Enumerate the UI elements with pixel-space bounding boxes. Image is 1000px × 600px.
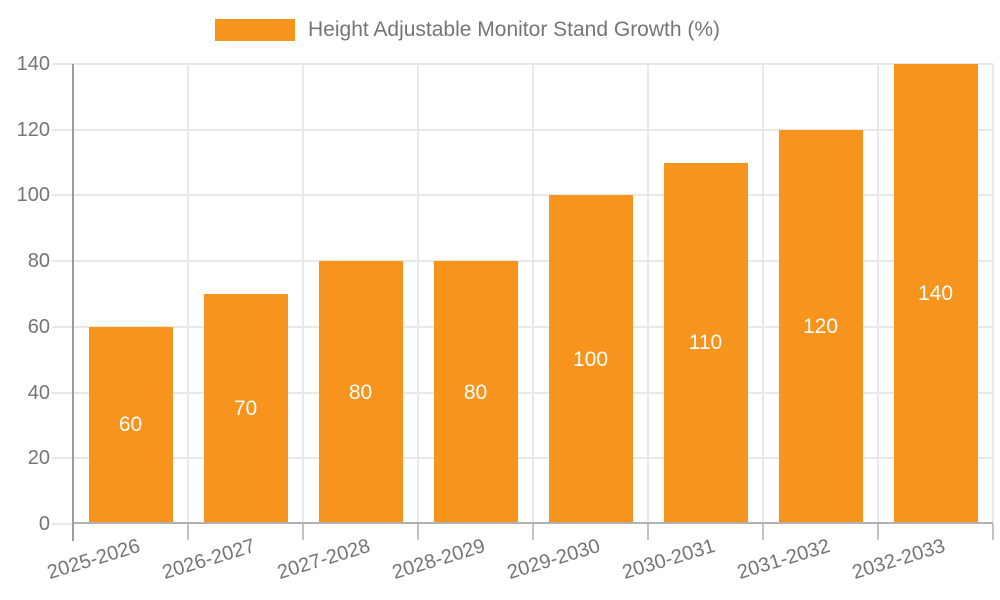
y-tick xyxy=(52,325,73,328)
x-tick xyxy=(992,524,994,540)
y-tick-label: 60 xyxy=(27,315,50,338)
gridline-vertical xyxy=(762,64,764,524)
bar: 120 xyxy=(778,129,863,524)
gridline-vertical xyxy=(417,64,419,524)
chart-legend: Height Adjustable Monitor Stand Growth (… xyxy=(215,18,720,42)
legend-swatch-icon xyxy=(215,19,295,41)
bar: 110 xyxy=(663,162,748,524)
y-tick-label: 100 xyxy=(16,184,50,207)
bar-value-label: 70 xyxy=(233,397,258,420)
bar-value-label: 80 xyxy=(463,380,488,404)
x-tick xyxy=(647,524,649,540)
bar-value-label: 100 xyxy=(572,347,609,371)
bar-value-label: 120 xyxy=(802,314,839,338)
bar: 60 xyxy=(88,326,173,524)
gridline-vertical xyxy=(532,64,534,524)
bar: 70 xyxy=(203,294,288,524)
x-axis-baseline xyxy=(73,522,993,524)
y-tick xyxy=(52,457,73,460)
y-tick xyxy=(52,194,73,197)
y-tick xyxy=(52,260,73,263)
y-tick-label: 140 xyxy=(16,53,50,75)
y-tick xyxy=(52,63,73,65)
y-axis-line xyxy=(72,64,74,541)
bar-value-label: 60 xyxy=(118,413,143,437)
x-tick xyxy=(187,524,189,540)
gridline-vertical xyxy=(302,64,304,524)
gridline-vertical xyxy=(877,64,879,524)
plot-area: 0 20 40 60 80 100 120 140 60 2025-2026 70 2026-2027… xyxy=(17,53,994,584)
y-tick-label: 120 xyxy=(16,118,50,141)
y-tick xyxy=(52,391,73,394)
y-tick xyxy=(52,523,73,525)
legend-label: Height Adjustable Monitor Stand Growth (… xyxy=(308,18,721,41)
y-tick-label: 20 xyxy=(27,447,50,470)
bar: 140 xyxy=(893,64,978,524)
x-tick xyxy=(417,524,419,540)
bar: 80 xyxy=(433,261,518,524)
y-tick-label: 0 xyxy=(38,513,50,535)
y-tick xyxy=(52,128,73,131)
x-tick xyxy=(302,524,304,540)
bar-value-label: 140 xyxy=(917,282,954,305)
bar-value-label: 110 xyxy=(688,331,723,355)
x-tick xyxy=(877,524,879,540)
x-tick xyxy=(762,524,764,540)
bar: 100 xyxy=(548,195,633,524)
bar: 80 xyxy=(318,261,403,524)
y-tick-label: 80 xyxy=(27,250,50,273)
gridline-vertical xyxy=(187,64,189,524)
bar-value-label: 80 xyxy=(348,380,373,404)
gridline-vertical xyxy=(647,64,649,524)
x-tick xyxy=(532,524,534,540)
y-tick-label: 40 xyxy=(27,381,50,404)
gridline-vertical xyxy=(992,64,994,524)
